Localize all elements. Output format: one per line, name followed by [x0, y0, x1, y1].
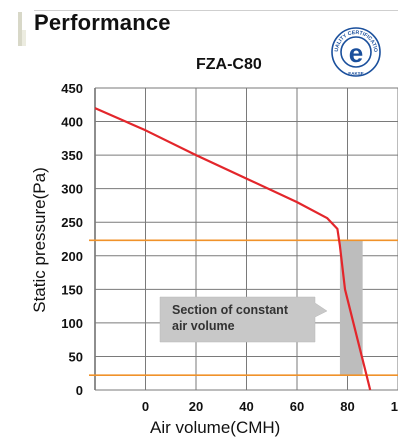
y-tick-label-2: 100	[61, 316, 83, 331]
annotation-line-0: Section of constant	[172, 303, 289, 317]
reference-lines	[89, 239, 398, 377]
x-tick-label-5: 10	[391, 399, 398, 414]
y-tick-label-9: 450	[61, 81, 83, 96]
y-tick-label-6: 300	[61, 182, 83, 197]
quality-certification-seal-icon: QUALITY CERTIFICATION EAKSE e	[330, 26, 381, 77]
constant-volume-band	[339, 240, 363, 376]
annotation-box	[159, 296, 328, 343]
x-tick-label-4: 80	[340, 399, 354, 414]
x-tick-label-1: 20	[189, 399, 203, 414]
x-tick-label-3: 60	[290, 399, 304, 414]
section-title: Performance	[34, 10, 171, 35]
y-tick-label-0: 0	[76, 383, 83, 398]
constant-volume-band-layer	[339, 240, 363, 376]
x-axis-label: Air volume(CMH)	[150, 418, 281, 437]
header-accent-bar	[18, 12, 22, 46]
y-tick-label-4: 200	[61, 249, 83, 264]
y-tick-label-7: 350	[61, 148, 83, 163]
seal-bottom-text: EAKSE	[348, 71, 364, 76]
annotation-layer: Section of constant air volume	[159, 296, 328, 343]
y-tick-label-1: 50	[69, 349, 83, 364]
chart-title: FZA-C80	[196, 56, 262, 73]
y-tick-label-8: 400	[61, 115, 83, 130]
y-axis-label: Static pressure(Pa)	[30, 167, 49, 313]
header-rule	[34, 10, 398, 11]
header-accent-bar-secondary	[22, 30, 26, 46]
annotation-line-1: air volume	[172, 319, 235, 333]
x-tick-label-0: 0	[142, 399, 149, 414]
y-tick-label-3: 150	[61, 282, 83, 297]
curve-layer	[94, 107, 372, 391]
tick-labels: 0 50 100 150 200 250 300 350 400 450 0 20 40 60 80 10	[61, 81, 398, 414]
seal-letter: e	[349, 38, 363, 68]
x-tick-label-2: 40	[239, 399, 253, 414]
y-tick-label-5: 250	[61, 215, 83, 230]
performance-curve-0	[94, 107, 372, 391]
